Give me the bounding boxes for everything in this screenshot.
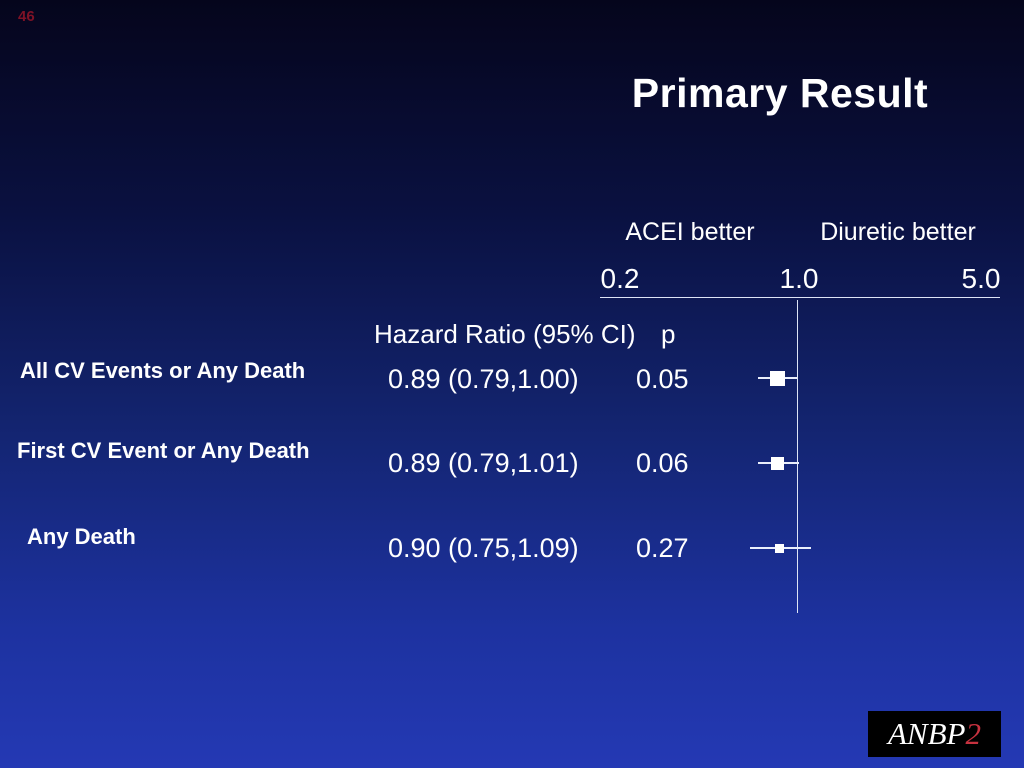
- row-p-value: 0.06: [636, 448, 689, 478]
- row-hr-value: 0.89 (0.79,1.00): [388, 364, 579, 394]
- ci-line: [758, 462, 799, 464]
- anbp2-logo: ANBP 2: [868, 711, 1001, 757]
- ci-line: [758, 377, 797, 379]
- hr-point-marker: [775, 543, 785, 553]
- axis-tick-5.0: 5.0: [961, 263, 1001, 294]
- row-hr-value: 0.89 (0.79,1.01): [388, 448, 579, 478]
- reference-line-hr-1: [797, 300, 798, 613]
- logo-text-anbp: ANBP: [888, 716, 966, 751]
- column-header-p: p: [661, 319, 676, 349]
- horizontal-axis-line: [600, 297, 1000, 298]
- row-label-first-cv-event: First CV Event or Any Death: [17, 438, 310, 463]
- page-title: Primary Result: [631, 70, 929, 116]
- row-label-any-death: Any Death: [27, 524, 136, 549]
- column-header-hazard-ratio: Hazard Ratio (95% CI): [374, 319, 636, 349]
- row-label-all-cv-events: All CV Events or Any Death: [20, 358, 306, 383]
- row-p-value: 0.05: [636, 364, 689, 394]
- logo-text-2: 2: [965, 716, 982, 751]
- hr-point-marker: [770, 370, 786, 386]
- ci-line: [749, 547, 812, 549]
- row-p-value: 0.27: [636, 533, 689, 563]
- axis-tick-1.0: 1.0: [779, 263, 819, 294]
- right-region-label: Diuretic better: [820, 218, 976, 246]
- axis-tick-0.2: 0.2: [600, 263, 640, 294]
- hr-point-marker: [771, 456, 785, 470]
- slide-number: 46: [18, 8, 35, 25]
- left-region-label: ACEI better: [625, 218, 755, 246]
- row-hr-value: 0.90 (0.75,1.09): [388, 533, 579, 563]
